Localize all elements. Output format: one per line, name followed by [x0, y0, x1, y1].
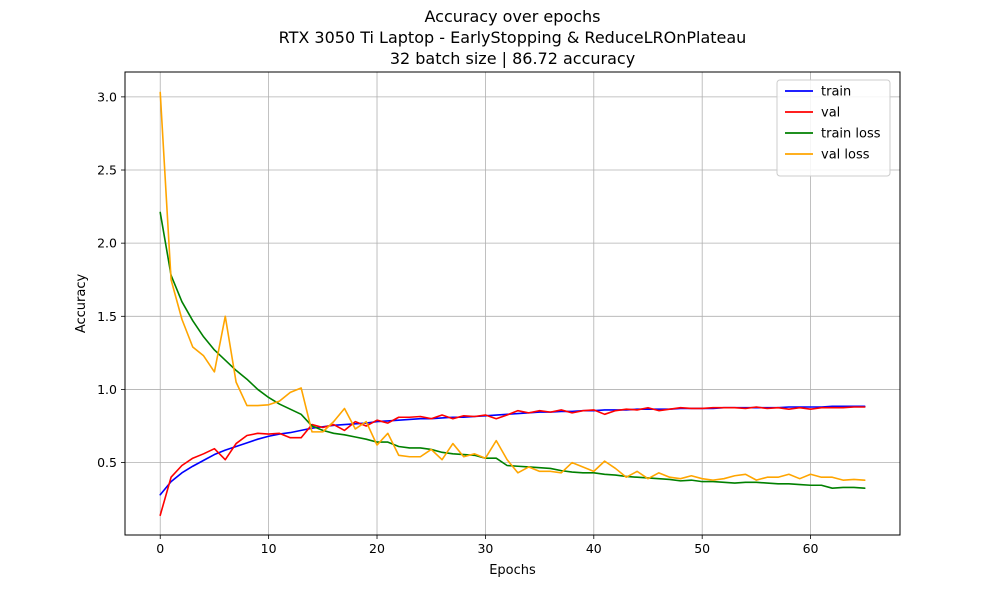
axis-ticks: 0 10 20 30 40 50 60 0.5 1.0 1.5 2.0 2.5 3.0 [97, 89, 818, 556]
x-tick-label: 50 [694, 541, 710, 556]
legend-label: val loss [821, 148, 870, 163]
legend-label: val [821, 106, 840, 121]
y-tick-label: 3.0 [97, 89, 117, 104]
x-tick-label: 60 [803, 541, 819, 556]
series-group [159, 91, 866, 517]
title-line-2: RTX 3050 Ti Laptop - EarlyStopping & Red… [279, 28, 747, 47]
grid [125, 72, 900, 535]
plot-frame [124, 71, 901, 536]
legend-label: train loss [821, 127, 881, 142]
x-tick-label: 20 [369, 541, 385, 556]
y-tick-label: 1.5 [97, 309, 117, 324]
x-axis-label: Epochs [489, 563, 536, 578]
legend: train val train loss val loss [776, 79, 891, 177]
x-tick-label: 10 [261, 541, 277, 556]
y-axis-label: Accuracy [74, 274, 89, 334]
y-tick-label: 0.5 [97, 455, 117, 470]
legend-label: train [821, 85, 851, 100]
chart-title: Accuracy over epochs RTX 3050 Ti Laptop -… [279, 7, 747, 68]
x-tick-label: 0 [156, 541, 164, 556]
y-tick-label: 2.0 [97, 236, 117, 251]
x-tick-label: 40 [586, 541, 602, 556]
x-tick-label: 30 [477, 541, 493, 556]
title-line-1: Accuracy over epochs [425, 7, 601, 26]
title-line-3: 32 batch size | 86.72 accuracy [390, 49, 635, 68]
series-line-val-loss [159, 91, 866, 481]
legend-box [776, 79, 891, 177]
y-tick-label: 1.0 [97, 382, 117, 397]
series-line-val [159, 406, 866, 517]
y-tick-label: 2.5 [97, 163, 117, 178]
